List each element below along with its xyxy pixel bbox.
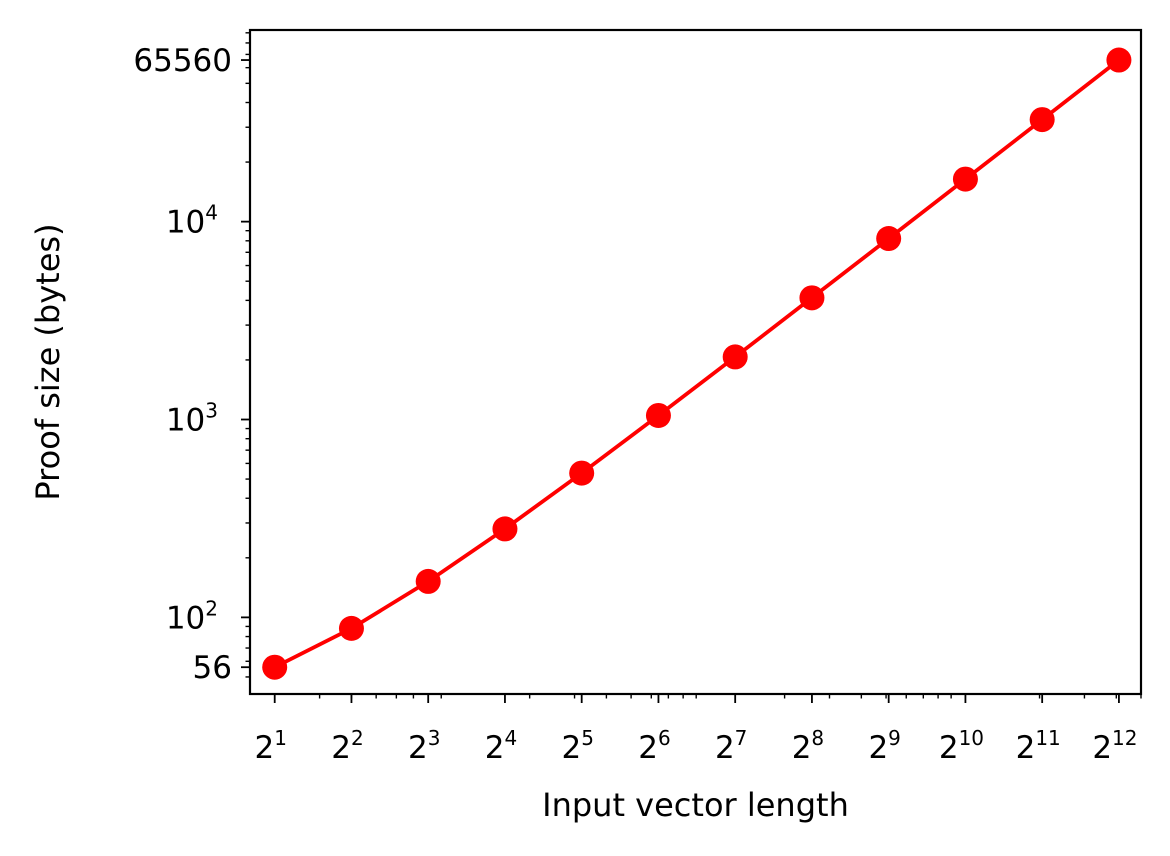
y-tick-label: 104 — [166, 201, 218, 241]
y-axis-label: Proof size (bytes) — [29, 223, 67, 500]
data-point — [569, 460, 595, 486]
x-tick-label: 210 — [939, 726, 984, 766]
x-tick-label: 26 — [638, 726, 670, 766]
data-point — [645, 402, 671, 428]
x-tick-label: 27 — [715, 726, 747, 766]
data-point — [799, 285, 825, 311]
series-line — [273, 58, 1121, 669]
tick-labels: 21 22 23 24 25 26 27 28 29 210 211 212 56 102 103 104 65… — [133, 43, 1137, 766]
y-tick-label: 65560 — [133, 43, 232, 79]
plot-frame — [248, 28, 1143, 696]
data-point — [338, 615, 364, 641]
data-point — [1106, 47, 1132, 73]
minor-ticks — [245, 32, 1142, 699]
x-tick-label: 23 — [408, 726, 440, 766]
x-axis-label: Input vector length — [542, 786, 849, 824]
x-tick-label: 24 — [485, 726, 517, 766]
series-layer — [262, 47, 1132, 680]
x-tick-label: 25 — [561, 726, 593, 766]
x-tick-label: 22 — [331, 726, 363, 766]
data-point — [492, 516, 518, 542]
y-tick-label: 102 — [166, 596, 218, 636]
data-point — [1029, 107, 1055, 133]
x-tick-label: 29 — [868, 726, 900, 766]
y-tick-label: 56 — [193, 650, 232, 686]
x-tick-label: 28 — [792, 726, 824, 766]
data-point — [722, 344, 748, 370]
x-tick-label: 211 — [1016, 726, 1061, 766]
data-point — [952, 166, 978, 192]
y-tick-label: 103 — [166, 399, 218, 439]
data-point — [876, 226, 902, 252]
x-tick-label: 212 — [1092, 726, 1137, 766]
major-ticks — [241, 59, 1120, 703]
x-tick-label: 21 — [254, 726, 286, 766]
data-point — [262, 654, 288, 680]
data-point — [415, 568, 441, 594]
